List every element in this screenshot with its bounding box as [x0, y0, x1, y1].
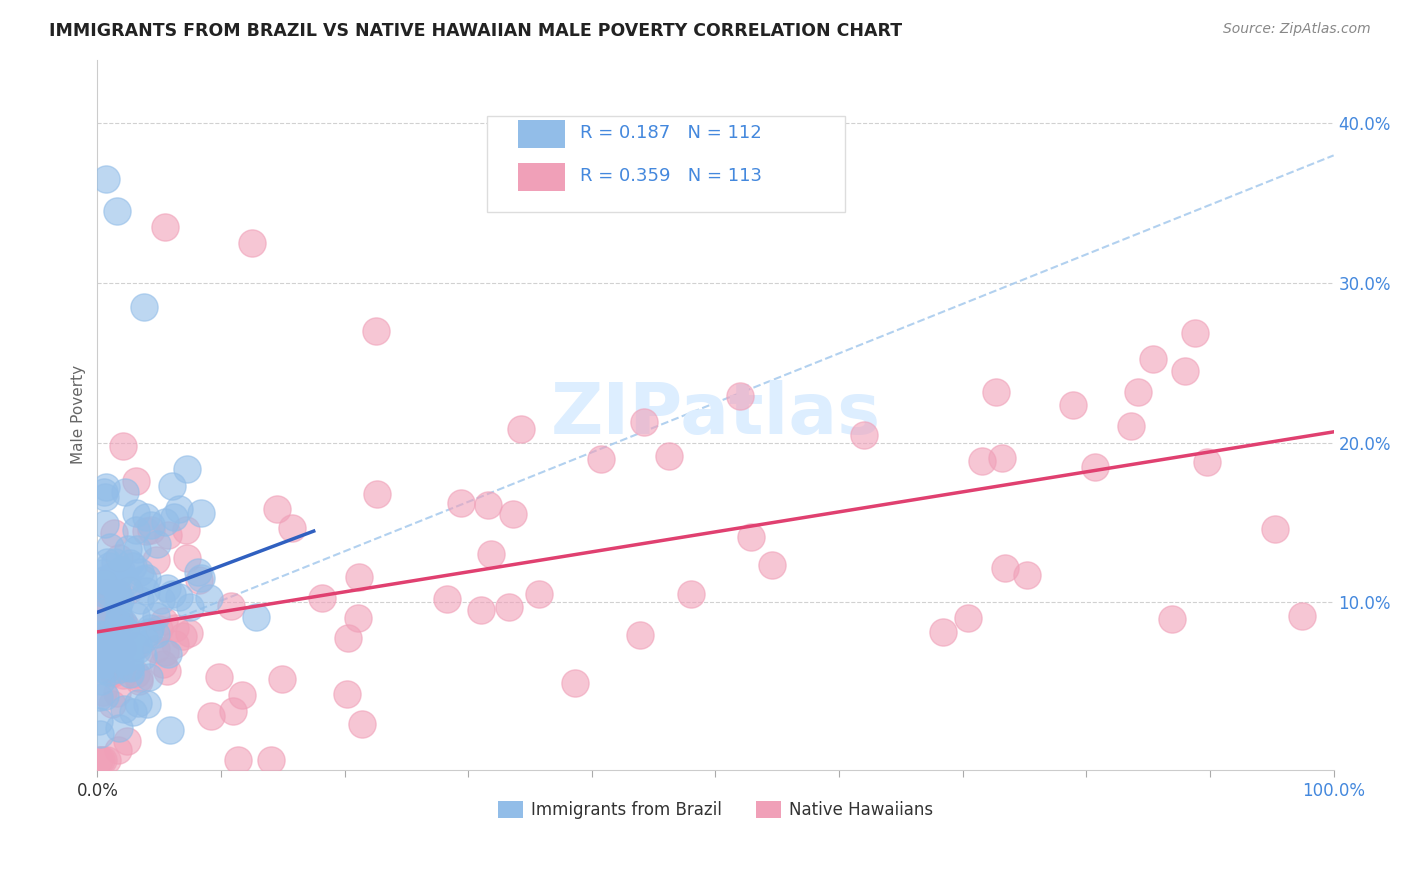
Text: Source: ZipAtlas.com: Source: ZipAtlas.com: [1223, 22, 1371, 37]
FancyBboxPatch shape: [486, 117, 845, 212]
Legend: Immigrants from Brazil, Native Hawaiians: Immigrants from Brazil, Native Hawaiians: [491, 794, 939, 826]
FancyBboxPatch shape: [517, 162, 565, 191]
Text: R = 0.359   N = 113: R = 0.359 N = 113: [579, 167, 762, 186]
Text: IMMIGRANTS FROM BRAZIL VS NATIVE HAWAIIAN MALE POVERTY CORRELATION CHART: IMMIGRANTS FROM BRAZIL VS NATIVE HAWAIIA…: [49, 22, 903, 40]
FancyBboxPatch shape: [517, 120, 565, 148]
Text: R = 0.187   N = 112: R = 0.187 N = 112: [579, 125, 761, 143]
Text: ZIPatlas: ZIPatlas: [550, 380, 880, 450]
Y-axis label: Male Poverty: Male Poverty: [72, 365, 86, 465]
